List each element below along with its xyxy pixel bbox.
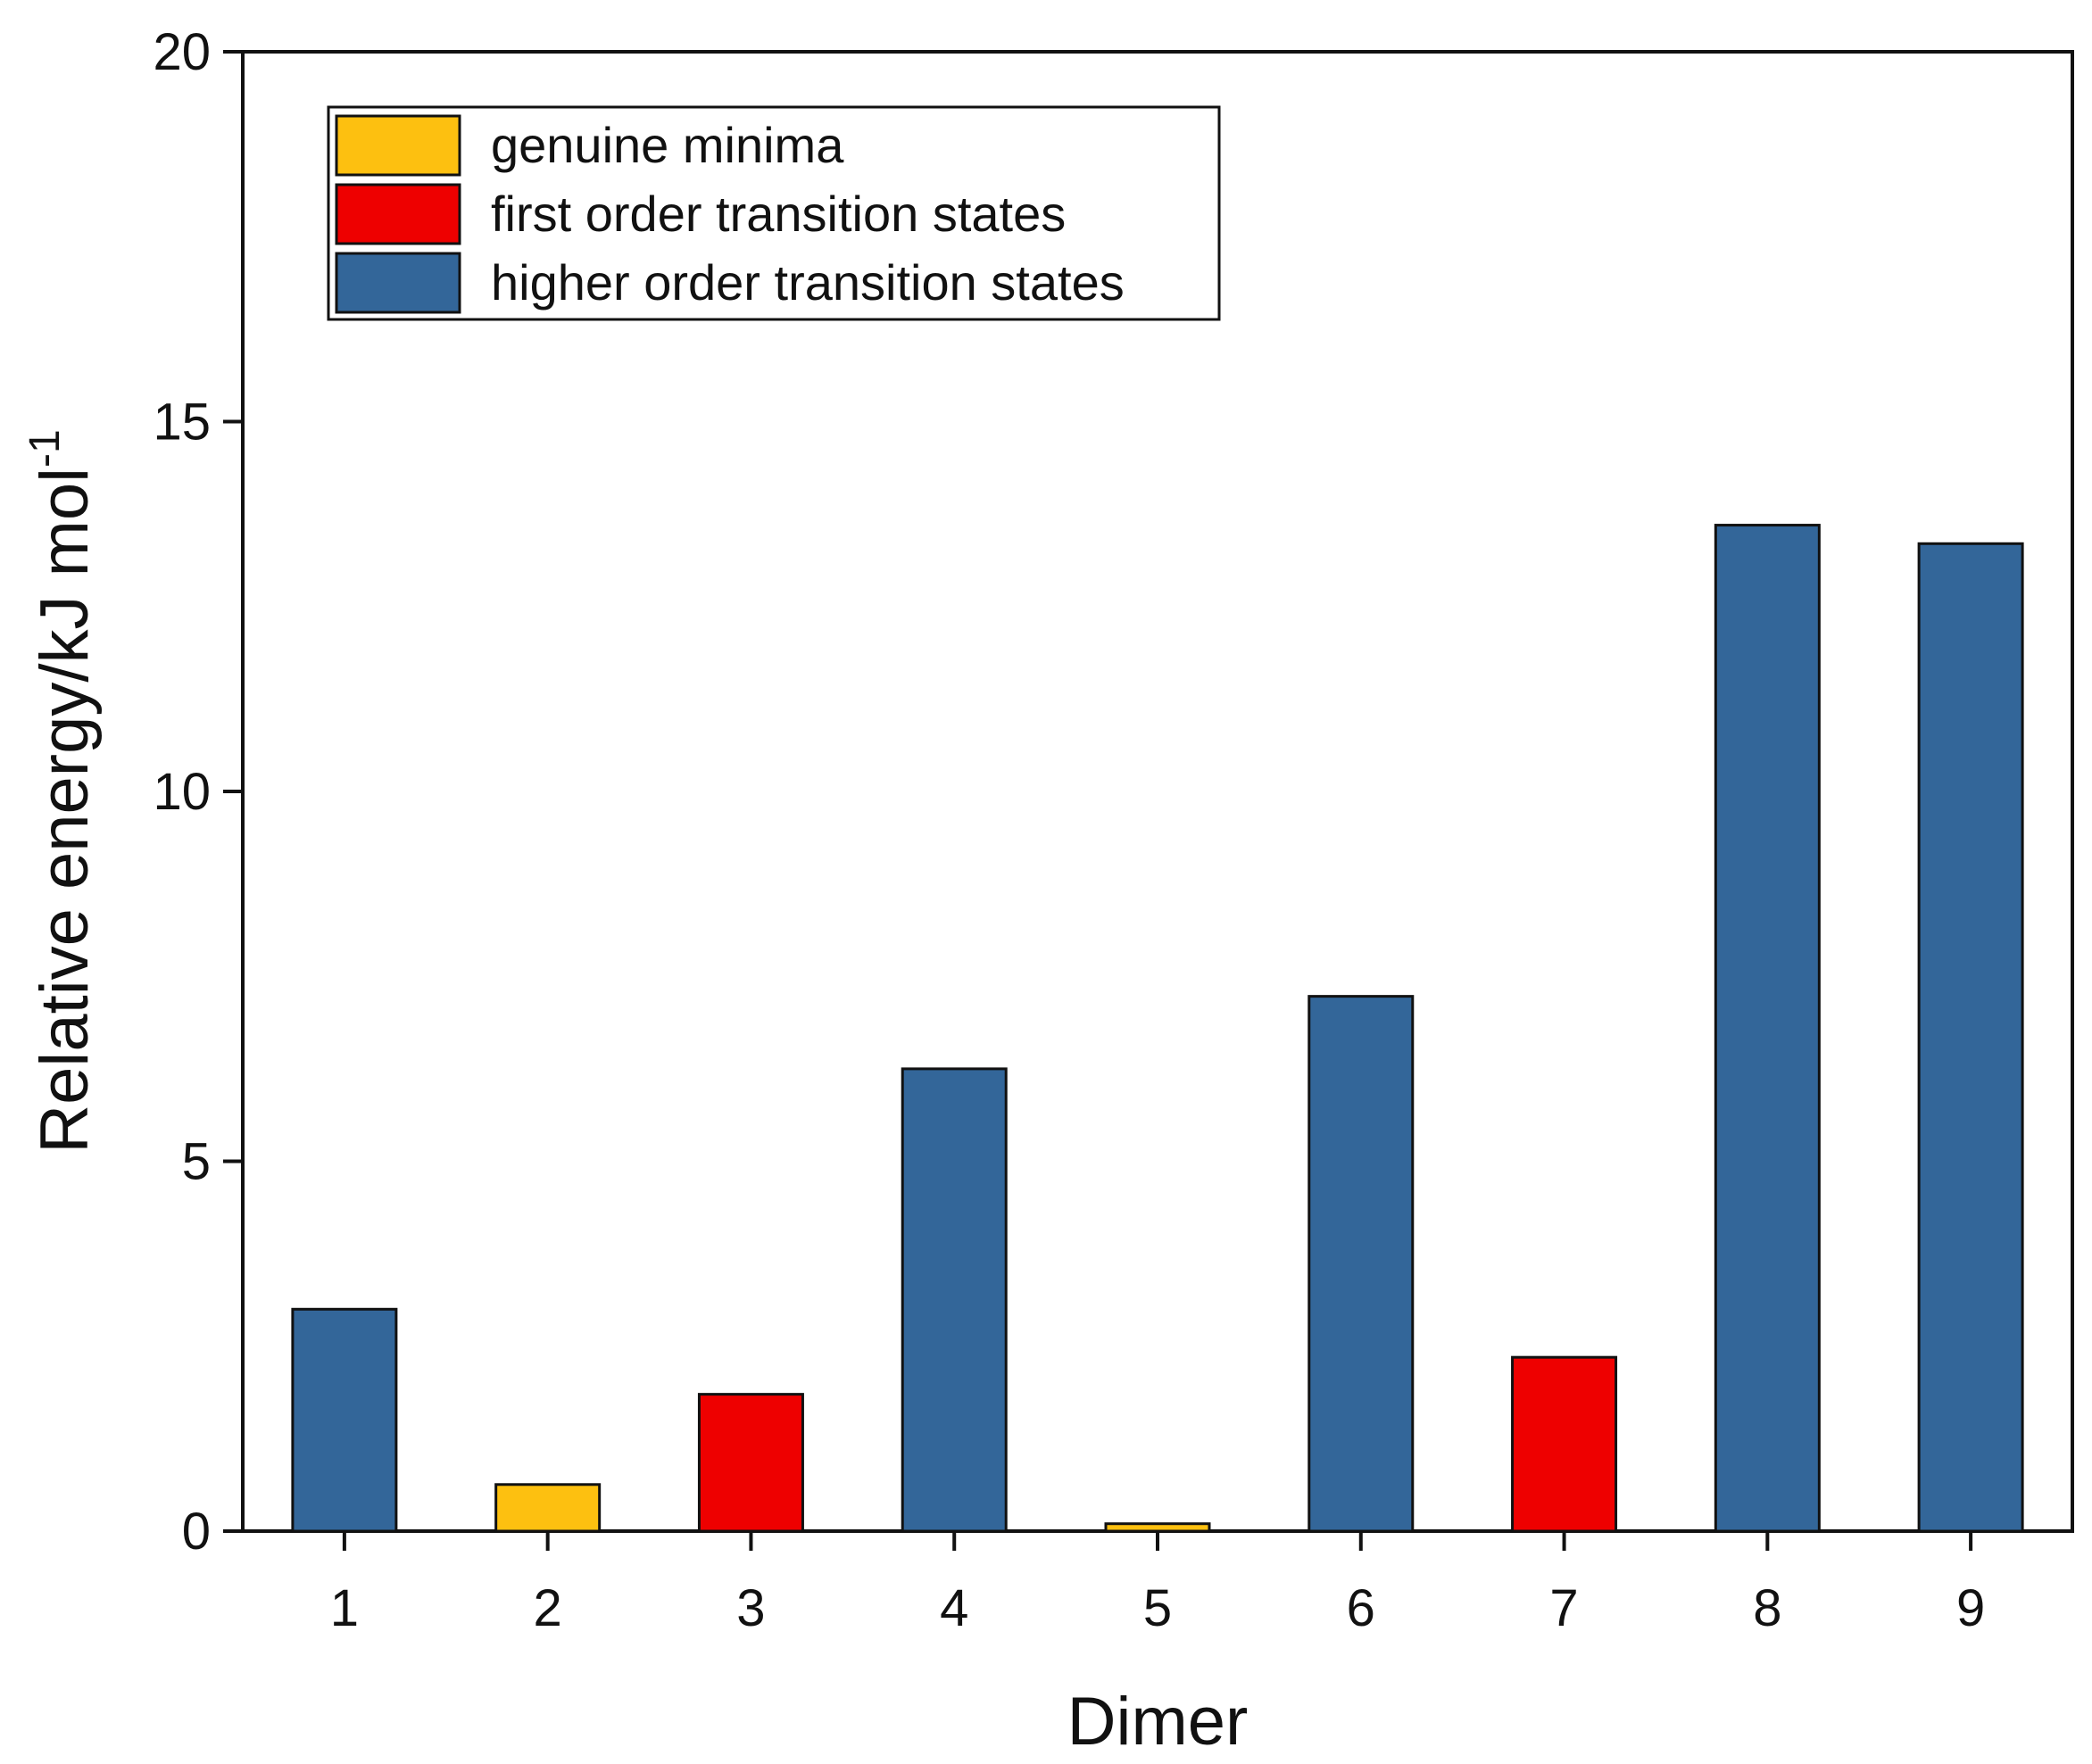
x-tick-label: 5 [1143, 1579, 1172, 1637]
x-axis: 1 2 3 4 5 6 7 8 9 [330, 1531, 1985, 1637]
x-tick-label: 9 [1956, 1579, 1985, 1637]
y-tick-label: 0 [182, 1503, 211, 1561]
bar-dimer-5 [1104, 1522, 1211, 1533]
y-tick-label: 5 [182, 1133, 211, 1191]
bar-dimer-3 [697, 1393, 804, 1533]
x-axis-title: Dimer [1067, 1684, 1249, 1760]
y-tick-label: 15 [153, 393, 211, 451]
bar-dimer-1 [291, 1307, 398, 1533]
bar-dimer-6 [1308, 995, 1415, 1533]
x-tick-label: 6 [1347, 1579, 1375, 1637]
bar-dimer-9 [1917, 542, 2024, 1533]
legend-label-minima: genuine minima [491, 117, 844, 173]
legend-label-higher: higher order transition states [491, 254, 1125, 311]
x-tick-label: 2 [534, 1579, 562, 1637]
bars-group [291, 524, 2024, 1533]
y-tick-label: 20 [153, 23, 211, 81]
legend-swatch-higher [335, 252, 461, 314]
y-tick-label: 10 [153, 763, 211, 821]
x-tick-label: 7 [1549, 1579, 1578, 1637]
legend-swatch-minima [335, 114, 461, 177]
bar-dimer-4 [901, 1067, 1008, 1533]
legend-label-first: first order transition states [491, 186, 1066, 242]
y-axis-title: Relative energy/kJ mol-1 [21, 429, 103, 1153]
x-tick-label: 8 [1753, 1579, 1781, 1637]
x-tick-label: 1 [330, 1579, 359, 1637]
legend-swatch-first [335, 183, 461, 245]
y-axis: 0 5 10 15 20 [153, 23, 243, 1561]
x-tick-label: 4 [940, 1579, 968, 1637]
y-axis-title-base: Relative energy/kJ mol [27, 468, 103, 1154]
y-axis-title-superscript: -1 [21, 429, 69, 468]
bar-dimer-2 [494, 1483, 602, 1533]
legend: genuine minima first order transition sta… [327, 105, 1221, 321]
bar-dimer-7 [1511, 1355, 1618, 1533]
x-tick-label: 3 [736, 1579, 765, 1637]
bar-dimer-8 [1714, 524, 1821, 1533]
legend-box [327, 105, 1221, 321]
